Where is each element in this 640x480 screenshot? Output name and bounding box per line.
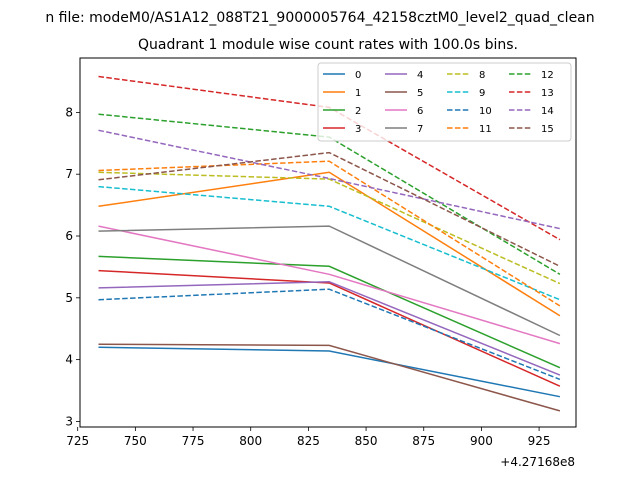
y-tick-label: 5 xyxy=(65,291,73,305)
x-offset-label: +4.27168e8 xyxy=(500,455,575,469)
legend-label-10: 10 xyxy=(479,106,492,117)
series-line-5 xyxy=(98,343,561,412)
series-line-8 xyxy=(98,171,561,285)
series-line-7 xyxy=(98,225,561,337)
legend-label-1: 1 xyxy=(355,88,361,99)
series-line-9 xyxy=(98,185,561,301)
legend-label-3: 3 xyxy=(355,124,361,135)
legend-frame xyxy=(317,62,572,142)
legend-label-7: 7 xyxy=(417,124,423,135)
y-tick-label: 6 xyxy=(65,229,73,243)
x-tick-label: 750 xyxy=(124,434,147,448)
x-tick-label: 800 xyxy=(239,434,262,448)
series-line-2 xyxy=(98,255,561,369)
x-tick-label: 775 xyxy=(182,434,205,448)
series-line-11 xyxy=(98,160,561,307)
x-tick-label: 825 xyxy=(297,434,320,448)
series-line-3 xyxy=(98,269,561,387)
legend-label-5: 5 xyxy=(417,88,423,99)
plot-frame xyxy=(79,57,577,428)
x-tick-label: 900 xyxy=(470,434,493,448)
series-line-10 xyxy=(98,288,561,381)
legend-label-4: 4 xyxy=(417,70,423,81)
legend-label-8: 8 xyxy=(479,70,485,81)
y-tick-label: 7 xyxy=(65,167,73,181)
y-tick-label: 8 xyxy=(65,105,73,119)
x-tick-label: 850 xyxy=(355,434,378,448)
y-tick-label: 3 xyxy=(65,414,73,428)
x-tick-label: 875 xyxy=(412,434,435,448)
series-line-4 xyxy=(98,280,561,376)
x-tick-label: 925 xyxy=(528,434,551,448)
x-axis: 725 750 775 800 825 850 875 900 925 xyxy=(66,427,551,448)
legend-label-15: 15 xyxy=(541,124,554,135)
legend-label-0: 0 xyxy=(355,70,361,81)
series-line-0 xyxy=(98,346,561,398)
legend-label-11: 11 xyxy=(479,124,492,135)
y-tick-label: 4 xyxy=(65,353,73,367)
chart-title: Quadrant 1 module wise count rates with … xyxy=(138,37,518,53)
legend-label-12: 12 xyxy=(541,70,554,81)
legend-label-2: 2 xyxy=(355,106,361,117)
legend-label-9: 9 xyxy=(479,88,485,99)
y-axis: 3 4 5 6 7 8 xyxy=(65,105,80,428)
legend-label-14: 14 xyxy=(541,106,554,117)
x-tick-label: 725 xyxy=(66,434,89,448)
series-line-6 xyxy=(98,225,561,345)
figure-suptitle: n file: modeM0/AS1A12_088T21_9000005764_… xyxy=(45,10,594,26)
legend-label-6: 6 xyxy=(417,106,423,117)
legend-label-13: 13 xyxy=(541,88,554,99)
series-line-15 xyxy=(98,151,561,267)
